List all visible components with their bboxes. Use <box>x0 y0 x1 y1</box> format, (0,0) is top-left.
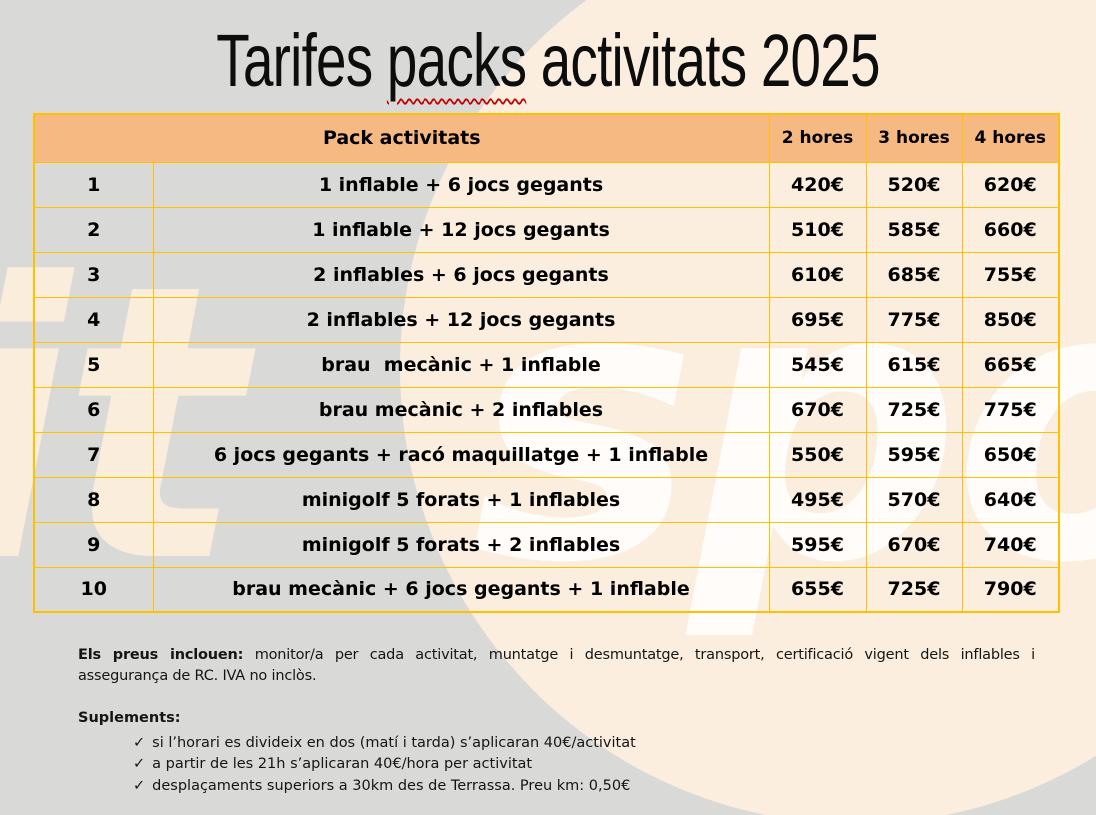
header-pack-activitats: Pack activitats <box>33 113 770 163</box>
table-header-row: Pack activitats 2 hores 3 hores 4 hores <box>33 113 1060 163</box>
suplement-text: desplaçaments superiors a 30km des de Te… <box>152 777 631 794</box>
checkmark-icon: ✓ <box>133 734 146 751</box>
table-row: 10 brau mecànic + 6 jocs gegants + 1 inf… <box>33 566 1060 613</box>
price-3h: 725€ <box>865 386 963 433</box>
price-4h: 740€ <box>961 521 1060 568</box>
pack-number: 6 <box>33 386 154 433</box>
list-item: ✓ desplaçaments superiors a 30km des de T… <box>133 776 978 798</box>
pack-number: 4 <box>33 296 154 343</box>
pack-description: 2 inflables + 12 jocs gegants <box>152 296 770 343</box>
checkmark-icon: ✓ <box>133 756 146 772</box>
price-2h: 510€ <box>768 206 867 253</box>
pack-number: 1 <box>33 161 154 208</box>
price-3h: 585€ <box>865 206 963 253</box>
table-row: 6 brau mecànic + 2 inflables 670€ 725€ 7… <box>33 386 1060 433</box>
price-2h: 655€ <box>768 566 867 613</box>
pack-number: 3 <box>33 251 154 298</box>
suplements-title: Suplements: <box>78 710 181 726</box>
price-3h: 570€ <box>865 476 963 523</box>
price-4h: 640€ <box>961 476 1060 523</box>
table-row: 3 2 inflables + 6 jocs gegants 610€ 685€… <box>33 251 1060 298</box>
pricing-table: Pack activitats 2 hores 3 hores 4 hores … <box>33 113 1060 613</box>
table-row: 2 1 inflable + 12 jocs gegants 510€ 585€… <box>33 206 1060 253</box>
price-3h: 685€ <box>865 251 963 298</box>
table-row: 4 2 inflables + 12 jocs gegants 695€ 775… <box>33 296 1060 343</box>
price-4h: 650€ <box>961 431 1060 478</box>
pack-number: 10 <box>33 566 154 613</box>
price-includes-lead: Els preus inclouen: <box>78 647 244 663</box>
price-3h: 725€ <box>865 566 963 613</box>
price-2h: 695€ <box>768 296 867 343</box>
pack-description: brau mecànic + 2 inflables <box>152 386 770 433</box>
table-row: 7 6 jocs gegants + racó maquillatge + 1 … <box>33 431 1060 478</box>
price-2h: 610€ <box>768 251 867 298</box>
suplement-text: a partir de les 21h s’aplicaran 40€/hora… <box>152 756 533 772</box>
pack-number: 2 <box>33 206 154 253</box>
price-4h: 755€ <box>961 251 1060 298</box>
pack-number: 7 <box>33 431 154 478</box>
header-2-hores: 2 hores <box>768 113 867 163</box>
pack-description: brau mecànic + 1 inflable <box>152 341 770 388</box>
pack-description: 1 inflable + 6 jocs gegants <box>152 161 770 208</box>
table-row: 5 brau mecànic + 1 inflable 545€ 615€ 66… <box>33 341 1060 388</box>
price-3h: 520€ <box>865 161 963 208</box>
list-item: ✓ a partir de les 21h s’aplicaran 40€/hor… <box>133 754 978 776</box>
pack-number: 8 <box>33 476 154 523</box>
table-row: 9 minigolf 5 forats + 2 inflables 595€ 6… <box>33 521 1060 568</box>
price-includes-line2: assegurança de RC. IVA no inclòs. <box>78 668 317 684</box>
pack-number: 9 <box>33 521 154 568</box>
price-3h: 595€ <box>865 431 963 478</box>
price-2h: 545€ <box>768 341 867 388</box>
price-2h: 495€ <box>768 476 867 523</box>
price-3h: 670€ <box>865 521 963 568</box>
title-pre: Tarifes <box>216 19 373 102</box>
price-3h: 615€ <box>865 341 963 388</box>
pack-description: 1 inflable + 12 jocs gegants <box>152 206 770 253</box>
price-includes-line1: Els preus inclouen: monitor/a per cada a… <box>78 645 1035 666</box>
table-row: 8 minigolf 5 forats + 1 inflables 495€ 5… <box>33 476 1060 523</box>
price-4h: 850€ <box>961 296 1060 343</box>
price-3h: 775€ <box>865 296 963 343</box>
page-title: Tarifes packs activitats 2025 <box>142 24 953 98</box>
suplements-section: Suplements: ✓ si l’horari es divideix en … <box>78 708 978 797</box>
price-includes-note: Els preus inclouen: monitor/a per cada a… <box>78 645 1035 687</box>
price-4h: 665€ <box>961 341 1060 388</box>
checkmark-icon: ✓ <box>133 777 146 794</box>
pack-description: brau mecànic + 6 jocs gegants + 1 inflab… <box>152 566 770 613</box>
price-2h: 550€ <box>768 431 867 478</box>
price-2h: 595€ <box>768 521 867 568</box>
pack-description: minigolf 5 forats + 2 inflables <box>152 521 770 568</box>
price-4h: 620€ <box>961 161 1060 208</box>
pack-description: 6 jocs gegants + racó maquillatge + 1 in… <box>152 431 770 478</box>
price-includes-rest: monitor/a per cada activitat, muntatge i… <box>254 647 1036 663</box>
price-4h: 775€ <box>961 386 1060 433</box>
title-misspelled-word: packs <box>386 19 527 102</box>
list-item: ✓ si l’horari es divideix en dos (matí i … <box>133 733 978 755</box>
pack-number: 5 <box>33 341 154 388</box>
pack-description: minigolf 5 forats + 1 inflables <box>152 476 770 523</box>
price-2h: 670€ <box>768 386 867 433</box>
header-4-hores: 4 hores <box>961 113 1060 163</box>
price-4h: 790€ <box>961 566 1060 613</box>
price-2h: 420€ <box>768 161 867 208</box>
header-3-hores: 3 hores <box>865 113 963 163</box>
suplement-text: si l’horari es divideix en dos (matí i t… <box>152 734 636 751</box>
pack-description: 2 inflables + 6 jocs gegants <box>152 251 770 298</box>
table-row: 1 1 inflable + 6 jocs gegants 420€ 520€ … <box>33 161 1060 208</box>
price-4h: 660€ <box>961 206 1060 253</box>
title-post: activitats 2025 <box>540 19 881 102</box>
